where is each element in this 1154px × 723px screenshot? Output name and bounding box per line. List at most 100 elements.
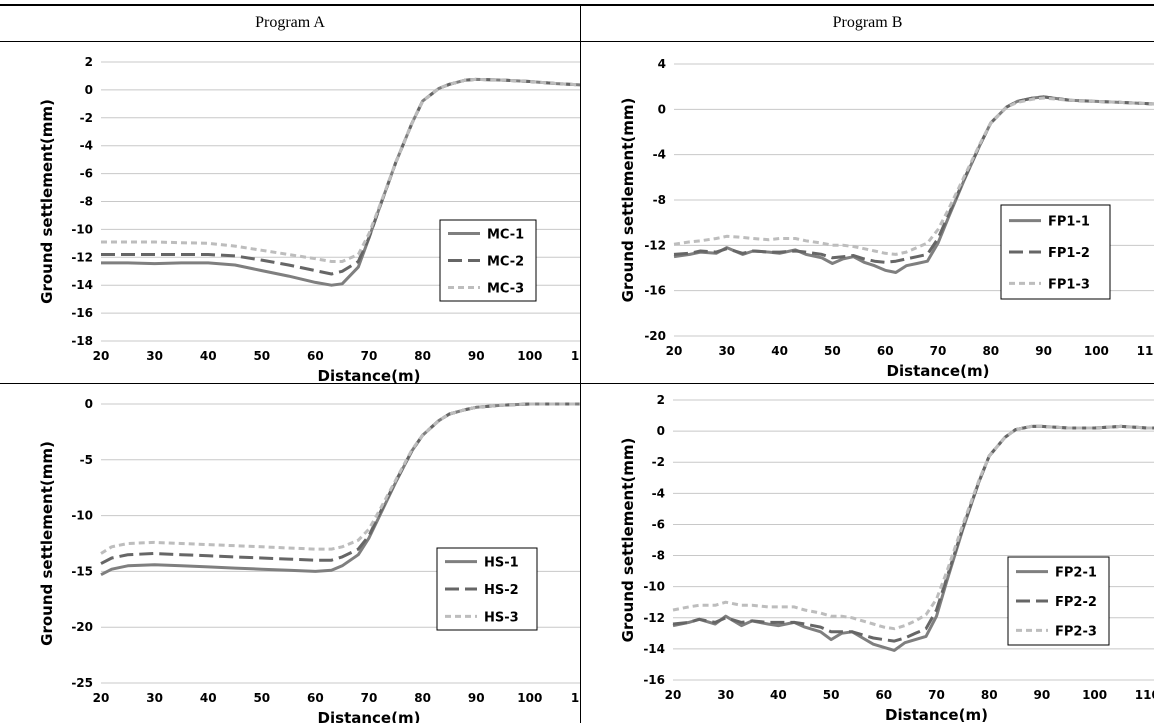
y-tick-label: 2 xyxy=(657,393,665,407)
y-tick-label: -12 xyxy=(643,611,665,625)
y-tick-label: -15 xyxy=(71,564,93,578)
y-tick-label: -16 xyxy=(644,284,666,298)
x-tick-label: 30 xyxy=(146,691,163,705)
x-axis-title: Distance(m) xyxy=(318,367,421,383)
y-tick-label: -2 xyxy=(652,455,665,469)
x-tick-label: 70 xyxy=(361,349,378,363)
y-tick-label: -8 xyxy=(653,193,666,207)
y-tick-label: -10 xyxy=(643,580,665,594)
x-axis-title: Distance(m) xyxy=(318,709,421,723)
y-tick-label: 0 xyxy=(658,102,666,116)
y-tick-label: -18 xyxy=(71,334,93,348)
x-tick-label: 60 xyxy=(875,688,892,702)
x-tick-label: 80 xyxy=(414,349,431,363)
x-tick-label: 30 xyxy=(146,349,163,363)
y-tick-label: -12 xyxy=(71,250,93,264)
x-tick-label: 50 xyxy=(823,688,840,702)
x-tick-label: 70 xyxy=(928,688,945,702)
y-tick-label: -4 xyxy=(80,139,93,153)
header-program-b: Program B xyxy=(832,14,903,31)
x-tick-label: 110 xyxy=(571,691,580,705)
x-tick-label: 30 xyxy=(718,344,735,358)
x-tick-label: 70 xyxy=(930,344,947,358)
x-tick-label: 40 xyxy=(200,691,217,705)
x-axis-title: Distance(m) xyxy=(887,362,990,380)
x-tick-label: 100 xyxy=(517,691,542,705)
series-line-fp1-3 xyxy=(673,96,1154,256)
y-tick-label: -14 xyxy=(71,278,93,292)
y-tick-label: -8 xyxy=(652,549,665,563)
x-tick-label: 60 xyxy=(307,691,324,705)
legend-label: HS-3 xyxy=(484,610,519,625)
legend: FP1-1 FP1-2 FP1-3 xyxy=(1000,204,1111,300)
legend-label: FP2-3 xyxy=(1055,624,1097,639)
y-tick-label: -6 xyxy=(652,517,665,531)
legend-label: FP2-2 xyxy=(1055,595,1097,610)
y-tick-label: -10 xyxy=(71,509,93,523)
series-line-hs-2 xyxy=(100,402,580,565)
y-tick-label: -5 xyxy=(80,453,93,467)
legend-label: MC-3 xyxy=(487,282,524,297)
x-tick-label: 90 xyxy=(468,691,485,705)
y-tick-label: -25 xyxy=(71,676,93,690)
x-tick-label: 20 xyxy=(665,688,682,702)
legend-label: FP1-3 xyxy=(1048,277,1090,292)
legend-label: MC-2 xyxy=(487,255,524,270)
legend-label: FP2-1 xyxy=(1055,566,1097,581)
x-tick-label: 100 xyxy=(1084,344,1109,358)
series-line-fp2-3 xyxy=(672,424,1154,631)
x-tick-label: 80 xyxy=(982,344,999,358)
y-axis-title: Ground settlement(mm) xyxy=(38,99,56,304)
x-tick-label: 20 xyxy=(93,691,110,705)
x-tick-label: 60 xyxy=(307,349,324,363)
y-tick-label: 0 xyxy=(657,424,665,438)
column-divider xyxy=(580,4,581,723)
legend: FP2-1 FP2-2 FP2-3 xyxy=(1007,556,1110,646)
x-axis-title: Distance(m) xyxy=(885,706,988,723)
x-tick-label: 30 xyxy=(717,688,734,702)
x-tick-label: 60 xyxy=(877,344,894,358)
x-tick-label: 100 xyxy=(517,349,542,363)
y-axis-title: Ground settlement(mm) xyxy=(619,438,637,643)
x-tick-label: 80 xyxy=(981,688,998,702)
legend-label: FP1-2 xyxy=(1048,246,1090,261)
y-tick-label: -4 xyxy=(652,486,665,500)
y-axis-title: Ground settlement(mm) xyxy=(619,98,637,303)
x-tick-label: 110 xyxy=(1135,688,1154,702)
legend-label: HS-2 xyxy=(484,583,519,598)
y-tick-label: -10 xyxy=(71,222,93,236)
y-tick-label: -20 xyxy=(71,620,93,634)
y-tick-label: 4 xyxy=(658,57,666,71)
x-tick-label: 80 xyxy=(414,691,431,705)
x-tick-label: 110 xyxy=(1137,344,1154,358)
x-tick-label: 50 xyxy=(824,344,841,358)
x-tick-label: 90 xyxy=(1034,688,1051,702)
y-axis-title: Ground settlement(mm) xyxy=(38,441,56,646)
y-tick-label: -6 xyxy=(80,167,93,181)
y-tick-label: -2 xyxy=(80,111,93,125)
chart-fp1: 40-4-8-12-16-202030405060708090100110120… xyxy=(619,57,1154,380)
legend-label: FP1-1 xyxy=(1048,215,1090,230)
y-tick-label: 2 xyxy=(85,55,93,69)
chart-hs: 0-5-10-15-20-252030405060708090100110120… xyxy=(38,397,580,723)
x-tick-label: 20 xyxy=(666,344,683,358)
x-tick-label: 20 xyxy=(93,349,110,363)
header-program-a: Program A xyxy=(255,14,325,31)
x-tick-label: 40 xyxy=(200,349,217,363)
y-tick-label: -14 xyxy=(643,642,665,656)
legend: MC-1 MC-2 MC-3 xyxy=(439,219,537,302)
x-tick-label: 50 xyxy=(253,691,270,705)
y-tick-label: -16 xyxy=(643,673,665,687)
y-tick-label: -16 xyxy=(71,306,93,320)
legend-label: HS-1 xyxy=(484,556,519,571)
table-top-rule xyxy=(0,4,1154,6)
y-tick-label: -20 xyxy=(644,329,666,343)
x-tick-label: 50 xyxy=(253,349,270,363)
y-tick-label: -4 xyxy=(653,148,666,162)
legend: HS-1 HS-2 HS-3 xyxy=(436,547,538,631)
x-tick-label: 70 xyxy=(361,691,378,705)
header-bottom-rule xyxy=(0,41,1154,42)
row-divider xyxy=(0,383,1154,384)
